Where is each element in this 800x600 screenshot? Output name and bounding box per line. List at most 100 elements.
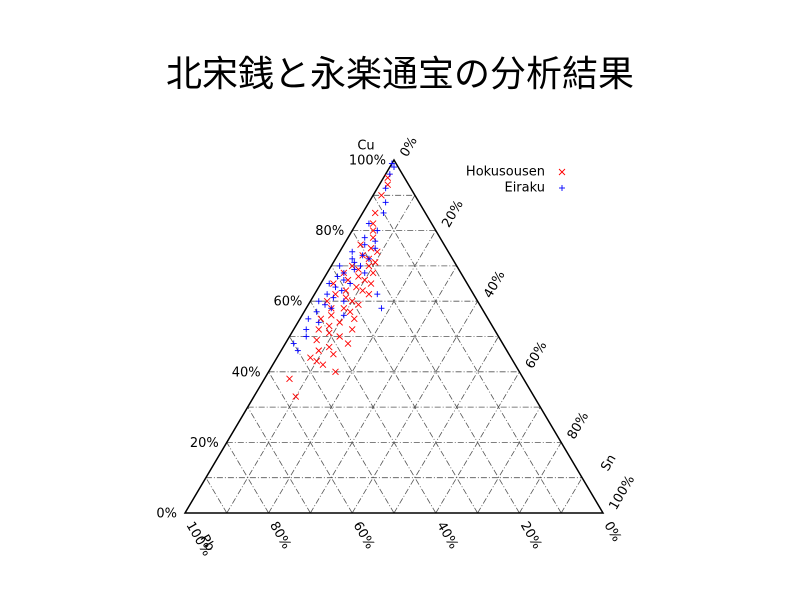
point — [374, 227, 381, 234]
point — [325, 322, 333, 330]
triangle — [183, 158, 605, 514]
point — [336, 262, 343, 269]
point — [307, 354, 314, 361]
point — [347, 280, 354, 287]
pb-tick-label: 0% — [601, 519, 624, 544]
cu-tick-label: 80% — [315, 224, 344, 239]
point — [361, 234, 368, 241]
point — [319, 361, 327, 369]
sn-tick-label: 60% — [523, 339, 550, 372]
grid-line — [247, 406, 311, 514]
point — [374, 291, 381, 298]
point — [359, 287, 366, 294]
point — [361, 269, 368, 276]
point — [386, 171, 393, 178]
point — [313, 336, 320, 344]
point — [349, 255, 356, 262]
point — [365, 220, 372, 227]
axis-label: Sn — [598, 452, 619, 474]
cu-tick-label: 40% — [232, 365, 261, 380]
axis-label: Pb — [196, 532, 217, 553]
point — [349, 248, 356, 255]
point — [361, 276, 369, 284]
pb-tick-label: 40% — [433, 519, 460, 552]
cu-tick-label: 0% — [156, 507, 177, 522]
point — [378, 305, 385, 312]
point — [294, 347, 301, 354]
point — [303, 326, 310, 333]
grid-line — [477, 406, 541, 514]
point — [369, 220, 377, 227]
sn-tick-label: 20% — [439, 198, 466, 231]
point — [355, 301, 362, 309]
point — [369, 227, 377, 234]
point — [353, 283, 360, 291]
grid-line — [226, 442, 269, 514]
point — [351, 266, 358, 273]
grid-line — [330, 265, 478, 514]
point — [367, 280, 375, 287]
point — [313, 357, 320, 365]
sn-tick-label: 40% — [481, 268, 508, 301]
cu-tick-label: 20% — [190, 436, 219, 451]
grid-line — [393, 336, 499, 514]
point — [292, 393, 300, 400]
point — [388, 160, 395, 167]
sn-tick-label: 0% — [398, 134, 421, 159]
legend-label: Eiraku — [504, 181, 545, 196]
pb-tick-label: 80% — [266, 519, 293, 552]
grid-line — [519, 442, 562, 514]
legend-marker — [558, 168, 566, 176]
point — [382, 199, 389, 206]
point — [340, 269, 347, 276]
point — [330, 350, 337, 358]
point — [286, 375, 293, 383]
legend-label: Hokusousen — [466, 165, 545, 180]
point — [369, 269, 377, 277]
point — [305, 315, 312, 322]
sn-tick-label: 80% — [565, 410, 592, 443]
point — [359, 252, 366, 259]
point — [315, 326, 323, 333]
point — [340, 304, 348, 312]
point — [344, 340, 352, 347]
point — [315, 298, 322, 305]
point — [357, 262, 364, 269]
point — [322, 301, 329, 308]
point — [391, 164, 397, 171]
legend-marker — [559, 185, 565, 191]
point — [315, 347, 323, 354]
grid-line — [435, 371, 520, 514]
point — [340, 277, 347, 284]
point — [313, 308, 320, 315]
point — [315, 319, 322, 326]
point — [350, 315, 358, 323]
point — [365, 290, 373, 298]
grid-line — [310, 265, 458, 514]
point — [327, 312, 335, 319]
point — [325, 329, 333, 337]
point — [365, 262, 373, 270]
point — [371, 209, 379, 217]
point — [365, 255, 372, 262]
point — [303, 333, 310, 340]
pb-tick-label: 60% — [350, 519, 377, 552]
pb-tick-label: 20% — [517, 519, 544, 552]
point — [326, 280, 333, 287]
point — [334, 273, 341, 280]
point — [372, 238, 379, 245]
point — [346, 308, 354, 316]
chart-title: 北宋銭と永楽通宝の分析結果 — [166, 54, 634, 95]
point — [325, 343, 333, 351]
grid-line — [205, 477, 228, 514]
point — [330, 294, 337, 301]
point — [371, 259, 379, 266]
grid-line — [268, 371, 353, 514]
point — [380, 209, 387, 216]
point — [357, 241, 364, 249]
point — [367, 244, 375, 252]
grid-line — [226, 195, 416, 514]
point — [348, 326, 356, 333]
point — [382, 185, 389, 192]
